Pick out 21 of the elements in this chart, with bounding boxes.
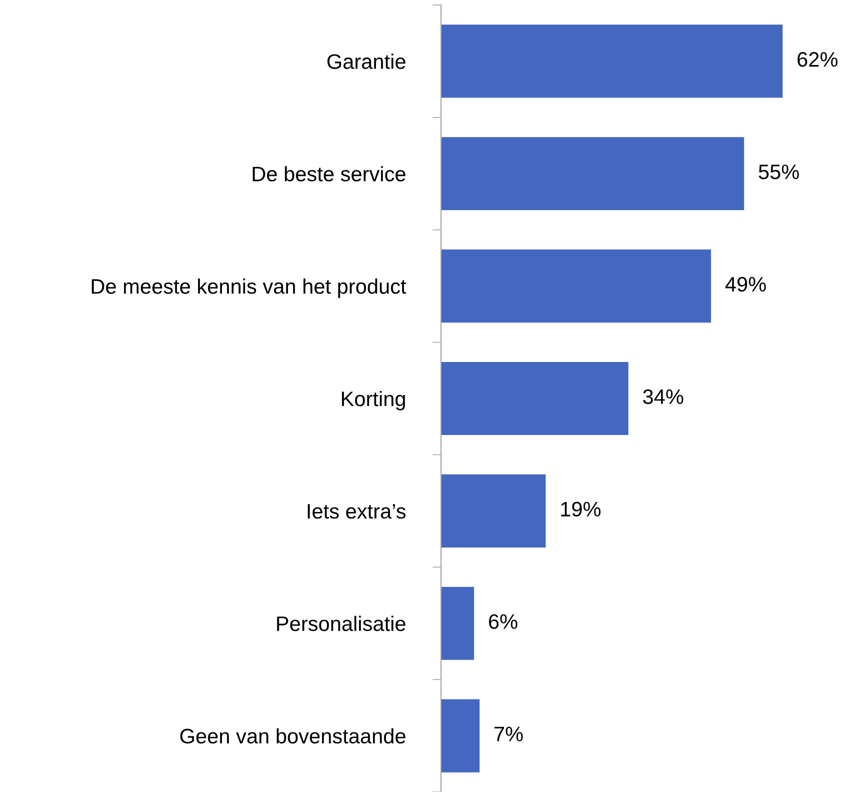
y-tick-label: Geen van bovenstaande [180,728,406,744]
data-label: 19% [561,502,601,517]
bar [441,24,783,98]
y-tick-label: De meeste kennis van het product [92,278,406,298]
bar [441,362,628,436]
y-tick-label: Personalisatie [277,616,406,632]
bar [441,699,480,772]
data-label: 62% [798,52,838,67]
y-tick-label: Iets extra’s [308,504,406,519]
bar [441,137,744,210]
y-tick-label: Garantie [327,54,406,69]
bar [441,586,474,660]
y-tick-label: Korting [342,390,405,410]
bar [441,250,712,323]
data-label: 34% [643,389,684,404]
bar [441,474,546,548]
data-label: 55% [758,164,799,180]
y-tick-label: De beste service [252,166,406,182]
data-label: 49% [725,276,766,292]
data-label: 7% [494,726,523,742]
data-label: 6% [489,614,518,629]
